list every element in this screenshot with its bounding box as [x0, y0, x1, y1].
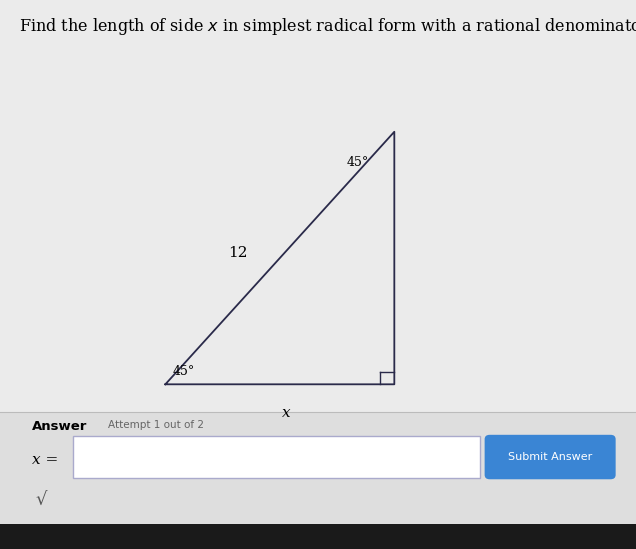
- Text: x: x: [282, 406, 291, 421]
- Bar: [0, 412, 636, 549]
- Text: Submit Answer: Submit Answer: [508, 452, 592, 462]
- Text: 45°: 45°: [347, 156, 369, 170]
- Text: x =: x =: [32, 452, 58, 467]
- FancyBboxPatch shape: [73, 436, 480, 478]
- Text: 12: 12: [228, 245, 248, 260]
- FancyBboxPatch shape: [485, 435, 616, 479]
- Text: Find the length of side $x$ in simplest radical form with a rational denominator: Find the length of side $x$ in simplest …: [19, 16, 636, 37]
- Text: Attempt 1 out of 2: Attempt 1 out of 2: [108, 420, 204, 430]
- Text: √: √: [35, 491, 46, 508]
- Text: Answer: Answer: [32, 420, 87, 433]
- Bar: [0, 0, 636, 412]
- Bar: [0, 524, 636, 549]
- Text: 45°: 45°: [173, 365, 195, 378]
